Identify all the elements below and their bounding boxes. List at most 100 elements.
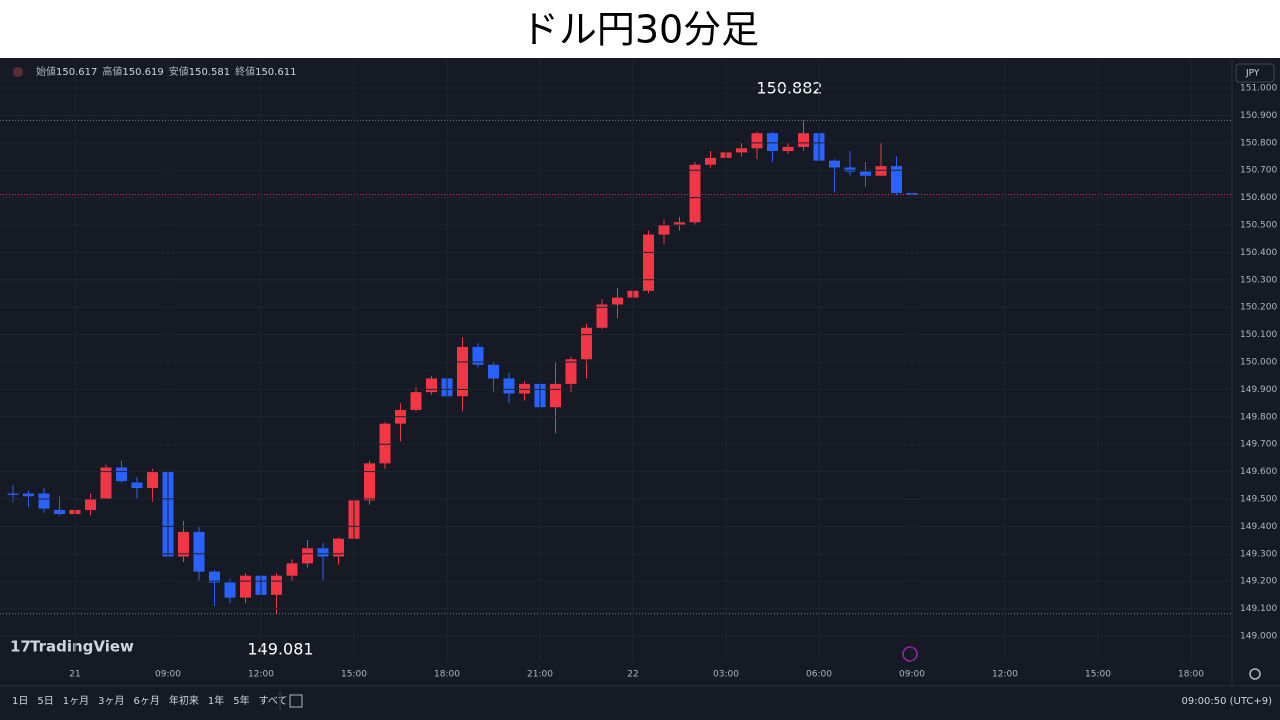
x-tick-label: 21:00	[527, 670, 553, 680]
candle-body	[488, 364, 499, 379]
x-tick-label: 21	[69, 670, 80, 680]
candle-body	[85, 498, 96, 510]
candle-body	[767, 133, 778, 152]
candle-body	[689, 164, 701, 223]
x-tick-label: 18:00	[434, 670, 460, 680]
y-tick-label: 149.900	[1240, 385, 1277, 395]
y-tick-label: 150.400	[1240, 248, 1277, 258]
y-tick-label: 150.700	[1240, 166, 1277, 176]
y-tick-label: 150.100	[1240, 330, 1277, 340]
legend-value: 150.581	[189, 67, 230, 78]
candle-body	[333, 538, 344, 557]
ohlc-legend: 始値150.617 高値150.619 安値150.581 終値150.611	[36, 65, 296, 78]
range-button[interactable]: すべて	[259, 695, 288, 707]
y-tick-label: 149.600	[1240, 467, 1277, 477]
range-button[interactable]: 1年	[208, 694, 224, 707]
y-tick-label: 150.800	[1240, 138, 1277, 148]
candle-body	[317, 548, 329, 557]
candle-body	[100, 467, 112, 499]
candle-body	[240, 575, 251, 598]
range-button[interactable]: 1日	[12, 696, 28, 707]
page-title: ドル円30分足	[521, 8, 759, 52]
x-tick-label: 03:00	[713, 670, 739, 680]
y-tick-label: 150.300	[1240, 275, 1277, 285]
x-tick-label: 18:00	[1178, 670, 1204, 680]
y-tick-label: 149.500	[1240, 494, 1277, 504]
candle-body	[224, 582, 236, 598]
candle-body	[550, 383, 561, 408]
candle-body	[658, 225, 670, 235]
candle-body	[751, 133, 763, 149]
candle-body	[457, 346, 468, 397]
settings-icon[interactable]	[1249, 668, 1261, 680]
candle-body	[503, 378, 515, 394]
candle-body	[147, 471, 158, 489]
candle-body	[736, 148, 747, 153]
x-tick-label: 15:00	[341, 670, 367, 680]
candle-body	[860, 171, 871, 176]
event-icon[interactable]	[902, 646, 918, 662]
clock: 09:00:50 (UTC+9)	[1182, 696, 1273, 707]
candle-body	[116, 467, 127, 482]
candle-body	[54, 509, 65, 515]
candle-body	[302, 548, 313, 564]
range-button[interactable]: 5年	[233, 694, 249, 707]
currency-label: JPY	[1245, 69, 1260, 79]
range-button[interactable]: 5日	[37, 696, 53, 707]
legend-label: 終値	[235, 65, 255, 78]
date-range-icon[interactable]	[289, 694, 303, 708]
brand-mark: 17	[10, 638, 31, 656]
candle-body	[798, 133, 809, 147]
candle-body	[379, 423, 391, 464]
y-tick-label: 151.000	[1240, 84, 1277, 94]
candle-body	[23, 493, 34, 497]
candle-body	[519, 383, 530, 394]
y-tick-label: 150.600	[1240, 193, 1277, 203]
y-tick-label: 150.500	[1240, 221, 1277, 231]
candle-body	[581, 327, 592, 360]
x-tick-label: 12:00	[248, 670, 274, 680]
y-tick-label: 149.400	[1240, 522, 1277, 532]
y-tick-label: 150.900	[1240, 111, 1277, 121]
candle-body	[271, 575, 282, 595]
candle-body	[565, 359, 577, 384]
range-button[interactable]: 1ヶ月	[63, 695, 89, 707]
candle-body	[829, 160, 840, 168]
candle-body	[472, 346, 484, 365]
y-tick-label: 150.200	[1240, 303, 1277, 313]
y-tick-label: 149.200	[1240, 577, 1277, 587]
y-tick-label: 149.700	[1240, 440, 1277, 450]
x-tick-label: 22	[627, 670, 638, 680]
y-tick-label: 149.100	[1240, 604, 1277, 614]
legend-label: 始値	[36, 65, 56, 78]
candle-body	[364, 463, 375, 501]
candle-body	[193, 531, 205, 572]
candle-body	[426, 378, 437, 393]
candle-body	[643, 234, 654, 291]
currency-button[interactable]	[1235, 63, 1275, 83]
title-band	[0, 0, 1280, 58]
range-button[interactable]: 年初来	[169, 694, 199, 707]
low-annotation: 149.081	[247, 640, 313, 659]
legend-value: 150.611	[255, 67, 296, 78]
brand-logo: TradingView	[30, 638, 134, 656]
candle-body	[178, 531, 189, 557]
candle-body	[7, 493, 19, 495]
legend-label: 安値	[169, 65, 189, 78]
candle-body	[844, 167, 856, 172]
candle-body	[131, 482, 143, 489]
x-tick-label: 15:00	[1085, 670, 1111, 680]
range-button[interactable]: 6ヶ月	[134, 695, 160, 707]
range-button[interactable]: 3ヶ月	[98, 695, 124, 707]
y-tick-label: 149.300	[1240, 549, 1277, 559]
x-tick-label: 06:00	[806, 670, 832, 680]
x-tick-label: 09:00	[899, 670, 925, 680]
x-tick-label: 09:00	[155, 670, 181, 680]
y-tick-label: 150.000	[1240, 358, 1277, 368]
symbol-icon	[13, 67, 23, 77]
y-tick-label: 149.800	[1240, 412, 1277, 422]
legend-label: 高値	[102, 65, 122, 78]
candle-body	[782, 146, 794, 152]
